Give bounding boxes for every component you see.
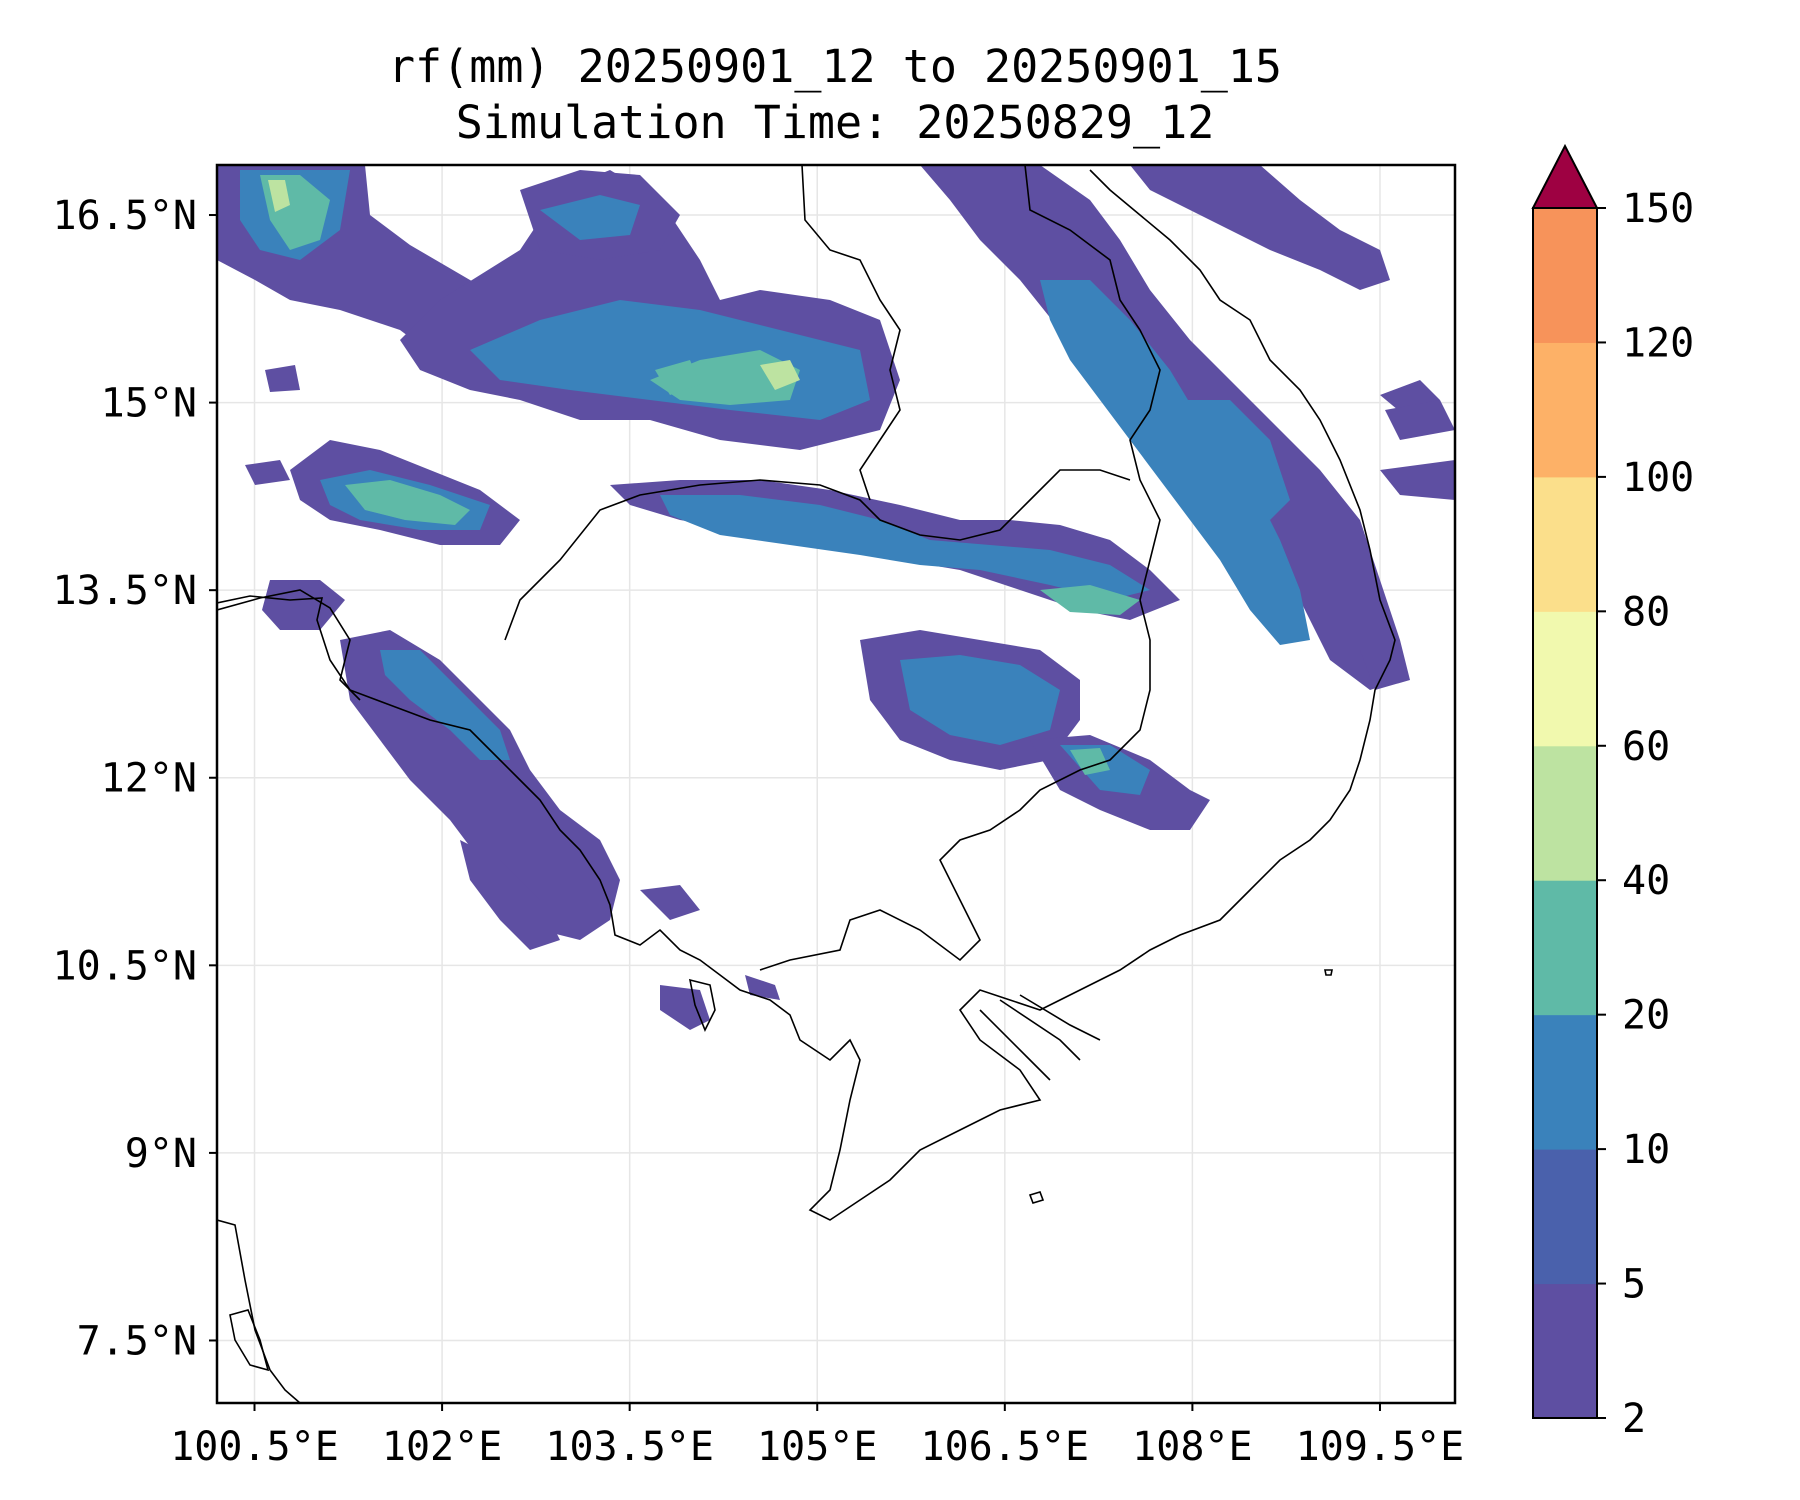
colorbar-segment [1533, 1149, 1597, 1285]
rain-area [460, 840, 560, 950]
colorbar-tick-label: 10 [1622, 1127, 1670, 1173]
colorbar-tick-label: 20 [1622, 993, 1670, 1039]
colorbar-tick-label: 150 [1622, 186, 1694, 232]
mekong-delta-distributary [999, 999, 1081, 1061]
lat-tick-label: 15°N [101, 381, 197, 427]
lat-tick-label: 16.5°N [53, 193, 198, 239]
lon-tick-label: 103.5°E [545, 1424, 714, 1470]
colorbar-tick-label: 5 [1622, 1262, 1646, 1308]
rain-area [1040, 585, 1140, 615]
lat-tick-label: 10.5°N [53, 943, 198, 989]
lon-tick-label: 102°E [382, 1424, 502, 1470]
rain-area [245, 460, 290, 485]
rain-area [640, 885, 700, 920]
colorbar-frame [1532, 207, 1598, 1419]
coastlines-and-borders [217, 165, 1396, 1403]
border-cambodia-laos [504, 469, 1131, 641]
peninsula-coast [217, 1219, 301, 1403]
rain-area [380, 650, 510, 760]
colorbar-segment [1533, 611, 1597, 747]
rain-area [660, 495, 1150, 600]
colorbar-tick-label: 60 [1622, 724, 1670, 770]
rain-area [655, 360, 700, 395]
lon-tick-label: 105°E [757, 1424, 877, 1470]
rain-area [1170, 400, 1290, 520]
border-laos-thailand [801, 165, 901, 501]
lat-tick-label: 9°N [125, 1131, 197, 1177]
lon-tick-label: 106.5°E [921, 1424, 1090, 1470]
rain-area [1360, 640, 1410, 690]
chart-title: rf(mm) 20250901_12 to 20250901_15 [387, 40, 1283, 93]
map-frame [215, 163, 1457, 1405]
coast-islet [1324, 969, 1333, 976]
colorbar-segment [1533, 1014, 1597, 1150]
colorbar-extend-arrow [1531, 143, 1599, 209]
border-cambodia-vietnam [759, 599, 1151, 971]
lat-tick-label: 13.5°N [53, 568, 198, 614]
rainfall-field [217, 165, 1455, 1030]
rain-area [340, 630, 620, 940]
phu-quoc-island [688, 978, 716, 1032]
lat-tick-label: 12°N [101, 756, 197, 802]
lon-tick-label: 109.5°E [1296, 1424, 1465, 1470]
rain-area [1130, 165, 1390, 290]
longitude-ticks: 100.5°E 102°E 103.5°E 105°E 106.5°E 108°E 109.… [170, 1403, 1464, 1470]
rain-area [265, 365, 300, 392]
colorbar-tick-label: 120 [1622, 320, 1694, 366]
colorbar-segment [1533, 342, 1597, 478]
rain-area [262, 580, 345, 630]
border-laos-vietnam [1024, 165, 1161, 601]
rain-area [345, 480, 470, 525]
chart-subtitle: Simulation Time: 20250829_12 [455, 96, 1215, 149]
con-dao-island [1028, 1191, 1045, 1204]
rain-area [540, 195, 640, 240]
rain-area [760, 360, 800, 390]
colorbar-tick-label: 100 [1622, 455, 1694, 501]
rain-area [1070, 748, 1110, 775]
colorbar-tick-label: 80 [1622, 589, 1670, 635]
rain-area [268, 180, 290, 212]
mekong-delta-distributary [979, 1009, 1051, 1081]
colorbar-segment [1533, 1283, 1597, 1419]
colorbar-segment [1533, 745, 1597, 881]
colorbar-segment [1533, 476, 1597, 612]
rain-area [1040, 280, 1310, 645]
lat-tick-label: 7.5°N [77, 1318, 197, 1364]
lon-tick-label: 100.5°E [170, 1424, 339, 1470]
rain-area [900, 655, 1060, 745]
border-thailand-cambodia [217, 589, 361, 701]
latitude-ticks: 7.5°N 9°N 10.5°N 12°N 13.5°N 15°N 16.5°N [53, 193, 217, 1364]
colorbar-tick-label: 40 [1622, 858, 1670, 904]
rain-area [1385, 400, 1455, 440]
colorbar-segment [1533, 208, 1597, 343]
colorbar-segment [1533, 880, 1597, 1016]
mekong-delta-distributary [1019, 994, 1101, 1041]
lon-tick-label: 108°E [1132, 1424, 1252, 1470]
colorbar-tick-label: 2 [1622, 1396, 1646, 1442]
rain-area [650, 350, 800, 405]
colorbar: 2 5 10 20 40 60 80 100 120 150 [1531, 143, 1694, 1442]
rain-area [1380, 460, 1455, 500]
gulf-of-thailand-coast [217, 169, 1396, 1221]
rain-area [660, 985, 710, 1030]
peninsula-island [229, 1309, 270, 1372]
